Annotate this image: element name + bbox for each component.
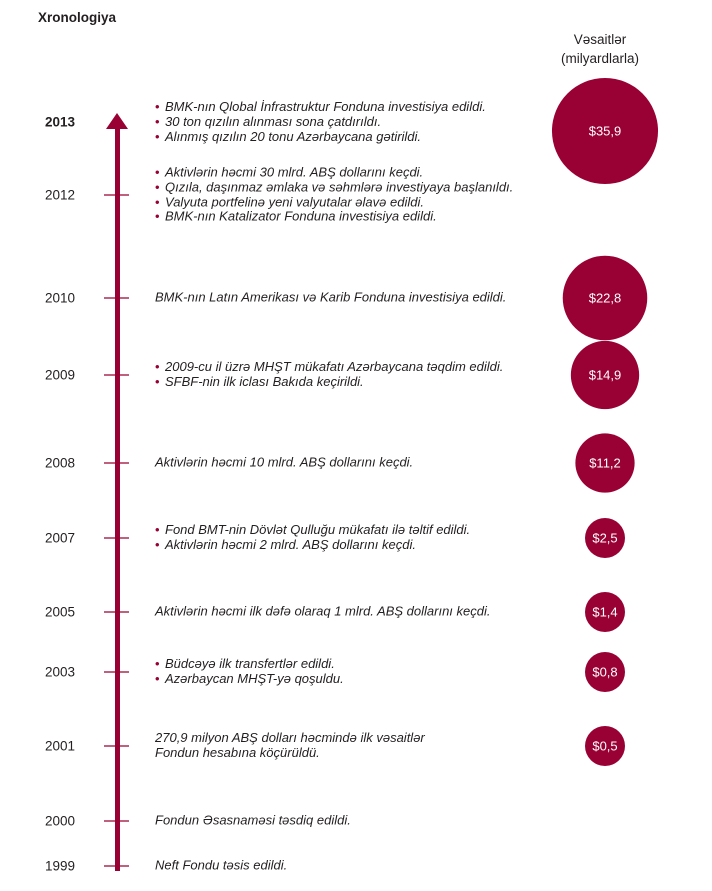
event-list: BMK-nın Qlobal İnfrastruktur Fonduna inv… bbox=[155, 99, 486, 144]
fund-bubble bbox=[575, 433, 635, 493]
event-item: Azərbaycan MHŞT-yə qoşuldu. bbox=[155, 671, 344, 687]
page-title: Xronologiya bbox=[38, 10, 117, 25]
fund-bubble-label: $2,5 bbox=[592, 531, 617, 546]
event-item: Aktivlərin həcmi 30 mlrd. ABŞ dollarını … bbox=[155, 165, 513, 180]
event-item: Aktivlərin həcmi 2 mlrd. ABŞ dollarını k… bbox=[155, 537, 470, 553]
fund-bubble bbox=[570, 340, 640, 410]
event-item: Fondun Əsasnaməsi təsdiq edildi. bbox=[155, 812, 351, 828]
event-item: Aktivlərin həcmi ilk dəfə olaraq 1 mlrd.… bbox=[155, 603, 491, 619]
year-label: 2010 bbox=[44, 290, 76, 306]
event-item: SFBF-nin ilk iclası Bakıda keçirildi. bbox=[155, 374, 503, 390]
event-list: Fond BMT-nin Dövlət Qulluğu mükafatı ilə… bbox=[155, 522, 470, 553]
fund-bubble bbox=[551, 77, 659, 185]
event-list: Aktivlərin həcmi 10 mlrd. ABŞ dollarını … bbox=[155, 454, 414, 471]
funds-header-line-1: Vəsaitlər bbox=[573, 32, 627, 47]
event-list: Neft Fondu təsis edildi. bbox=[155, 857, 288, 874]
event-list: BMK-nın Latın Amerikası və Karib Fonduna… bbox=[155, 289, 507, 306]
year-label: 2007 bbox=[44, 530, 76, 546]
timeline-axis-line bbox=[115, 125, 120, 871]
year-label: 2013 bbox=[44, 114, 76, 130]
event-item: Valyuta portfelinə yeni valyutalar əlavə… bbox=[155, 194, 513, 210]
event-item: Alınmış qızılın 20 tonu Azərbaycana gəti… bbox=[155, 129, 486, 144]
event-item: Büdcəyə ilk transfertlər edildi. bbox=[155, 656, 344, 672]
event-item: BMK-nın Qlobal İnfrastruktur Fonduna inv… bbox=[155, 99, 486, 115]
event-item: Qızıla, daşınmaz əmlaka və səhmlərə inve… bbox=[155, 179, 513, 195]
year-label: 2012 bbox=[44, 187, 76, 203]
year-label: 2000 bbox=[44, 813, 76, 829]
event-item: Fondun hesabına köçürüldü. bbox=[155, 745, 320, 760]
event-item: 270,9 milyon ABŞ dolları həcmində ilk və… bbox=[155, 730, 425, 746]
event-item: 30 ton qızılın alınması sona çatdırıldı. bbox=[155, 114, 486, 130]
fund-bubble-label: $0,8 bbox=[592, 665, 617, 680]
timeline-arrowhead bbox=[106, 113, 128, 129]
fund-bubble bbox=[585, 726, 625, 766]
year-label: 1999 bbox=[44, 858, 76, 874]
event-list: Aktivlərin həcmi ilk dəfə olaraq 1 mlrd.… bbox=[155, 603, 491, 620]
fund-bubble bbox=[585, 652, 625, 692]
year-label: 2003 bbox=[44, 664, 76, 680]
fund-bubble-label: $14,9 bbox=[589, 368, 622, 383]
fund-bubble-label: $22,8 bbox=[589, 291, 622, 306]
fund-bubble bbox=[562, 255, 648, 341]
event-list: Fondun Əsasnaməsi təsdiq edildi. bbox=[155, 812, 351, 829]
event-item: Aktivlərin həcmi 10 mlrd. ABŞ dollarını … bbox=[155, 454, 414, 470]
fund-bubble-label: $1,4 bbox=[592, 605, 617, 620]
year-label: 2009 bbox=[44, 367, 76, 383]
event-item: Fond BMT-nin Dövlət Qulluğu mükafatı ilə… bbox=[155, 522, 470, 538]
year-label: 2001 bbox=[44, 738, 76, 754]
funds-header-line-2: (milyardlarla) bbox=[560, 51, 639, 66]
event-item: Neft Fondu təsis edildi. bbox=[155, 857, 288, 873]
event-item: BMK-nın Katalizator Fonduna investisiya … bbox=[155, 209, 513, 225]
timeline-ticks bbox=[104, 194, 129, 867]
event-list: Büdcəyə ilk transfertlər edildi.Azərbayc… bbox=[155, 656, 344, 687]
fund-bubble-label: $35,9 bbox=[589, 124, 622, 139]
fund-bubble-label: $0,5 bbox=[592, 739, 617, 754]
fund-bubble bbox=[585, 518, 625, 558]
event-list: 270,9 milyon ABŞ dolları həcmində ilk və… bbox=[155, 730, 425, 761]
event-list: Aktivlərin həcmi 30 mlrd. ABŞ dollarını … bbox=[155, 165, 513, 224]
event-item: BMK-nın Latın Amerikası və Karib Fonduna… bbox=[155, 289, 507, 305]
fund-bubble-label: $11,2 bbox=[589, 456, 621, 471]
fund-bubble bbox=[585, 592, 625, 632]
year-label: 2008 bbox=[44, 455, 76, 471]
funds-column-header: Vəsaitlər (milyardlarla) bbox=[550, 30, 650, 68]
event-list: 2009-cu il üzrə MHŞT mükafatı Azərbaycan… bbox=[155, 359, 503, 390]
year-label: 2005 bbox=[44, 604, 76, 620]
event-item: 2009-cu il üzrə MHŞT mükafatı Azərbaycan… bbox=[155, 359, 503, 375]
